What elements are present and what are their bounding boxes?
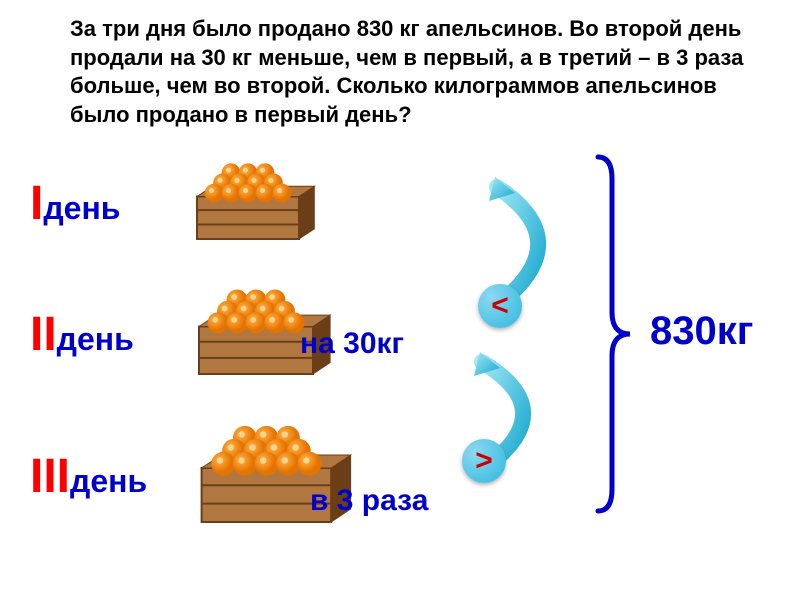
day-row-1: Iдень [0,154,316,253]
less-symbol: < [491,289,509,323]
total-label: 830кг [650,309,753,354]
annotation-day2: на 30кг [300,327,404,361]
day-row-2: IIдень [0,279,332,389]
less-than-icon: < [478,284,522,328]
day-row-3: IIIдень [0,414,353,538]
day-label-1: Iдень [0,176,180,231]
roman-2: II [30,308,57,361]
day-label-2: IIдень [0,307,180,362]
roman-1: I [30,177,43,230]
word-2: день [57,321,134,357]
greater-symbol: > [475,444,493,478]
orange-box-3 [180,414,353,538]
orange-box-1 [180,154,316,253]
roman-3: III [30,450,70,503]
diagram-area: Iдень IIдень [0,139,800,579]
word-3: день [70,463,147,499]
annotation-day3: в 3 раза [310,484,428,518]
day-label-3: IIIдень [0,449,180,504]
brace-icon [590,149,640,519]
word-1: день [43,190,120,226]
problem-text: За три дня было продано 830 кг апельсино… [0,0,800,139]
